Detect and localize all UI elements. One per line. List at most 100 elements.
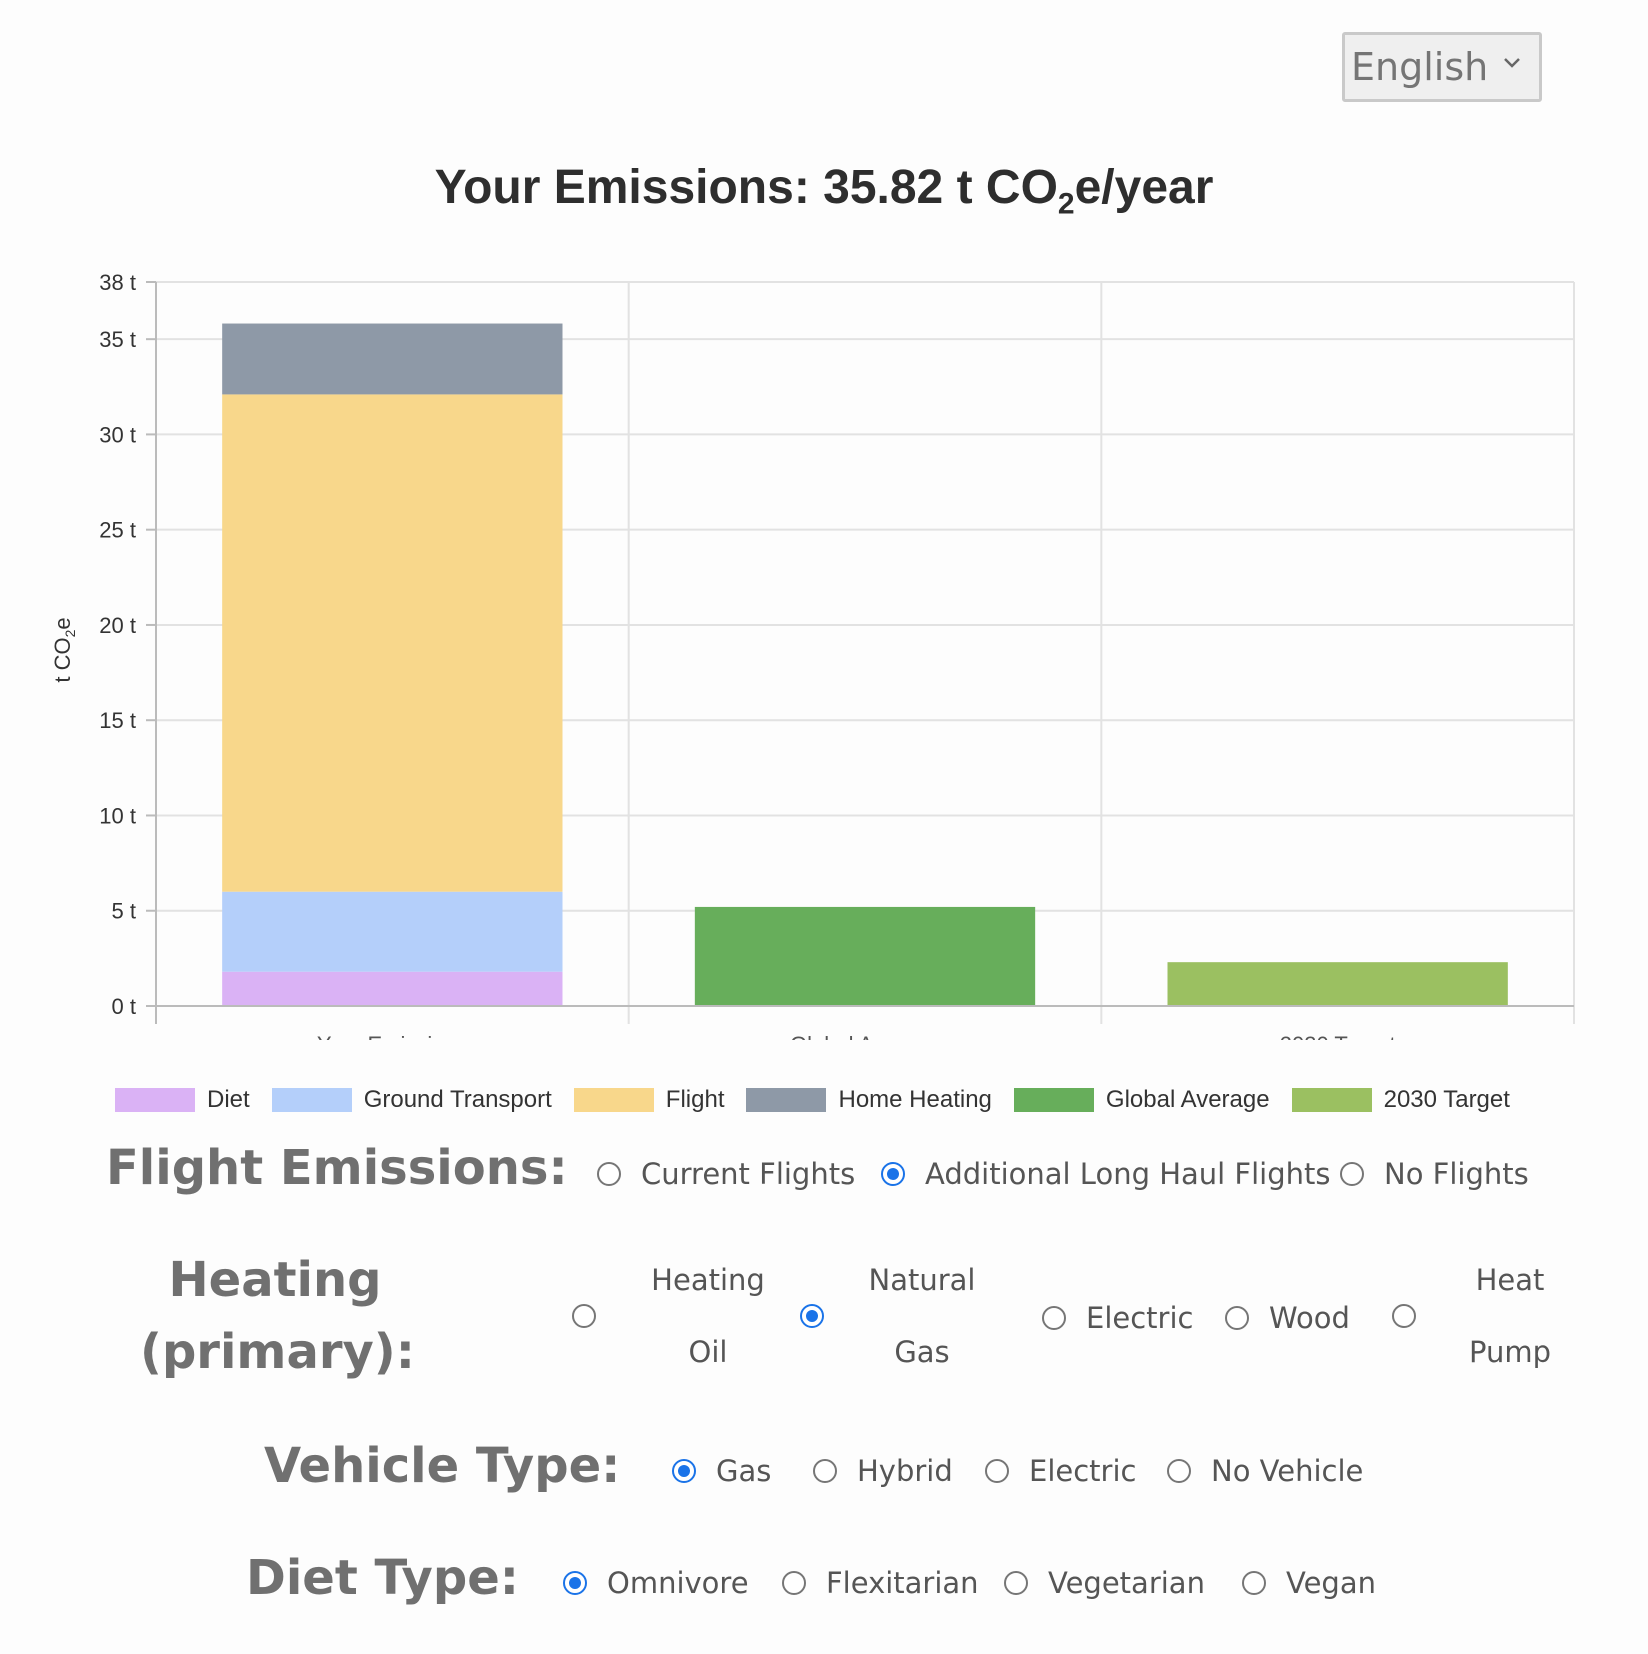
radio-button[interactable] <box>782 1571 806 1595</box>
legend-item[interactable]: Flight <box>573 1086 725 1114</box>
heating-option-wood[interactable]: Wood <box>1225 1301 1350 1335</box>
legend-item[interactable]: Diet <box>115 1086 250 1114</box>
radio-label: No Flights <box>1384 1157 1529 1191</box>
y-tick-label: 5 t <box>112 899 136 924</box>
legend-item[interactable]: Global Average <box>1013 1086 1270 1114</box>
diet-type-label: Diet Type: <box>246 1550 519 1606</box>
radio-label: Additional Long Haul Flights <box>925 1157 1331 1191</box>
radio-label: Gas <box>716 1454 772 1488</box>
language-select[interactable]: English <box>1342 32 1542 102</box>
flight-emissions-label: Flight Emissions: <box>106 1140 568 1196</box>
chart-title-prefix: Your Emissions: 35.82 t CO <box>434 161 1058 214</box>
radio-button[interactable] <box>672 1459 696 1483</box>
legend-label: Global Average <box>1105 1086 1270 1113</box>
heating-option-heating-oil[interactable]: Heating Oil <box>572 1244 768 1388</box>
heating-option-heat-pump[interactable]: Heat Pump <box>1392 1244 1570 1388</box>
legend-swatch <box>1013 1088 1094 1112</box>
radio-label: Electric <box>1086 1301 1194 1335</box>
bar-global-average <box>694 906 1036 1006</box>
y-axis-title: t CO2e <box>50 617 78 682</box>
legend-label: 2030 Target <box>1383 1086 1510 1113</box>
legend-swatch <box>1291 1088 1372 1112</box>
radio-button[interactable] <box>1340 1162 1364 1186</box>
y-tick-label: 10 t <box>99 803 136 828</box>
bars-layer <box>222 323 1508 1006</box>
heating-label-line1: Heating <box>168 1252 382 1308</box>
radio-label: Vegan <box>1286 1566 1376 1600</box>
y-tick-label: 25 t <box>99 518 136 543</box>
radio-button[interactable] <box>1392 1304 1416 1328</box>
radio-label: Hybrid <box>857 1454 953 1488</box>
flight-option-current-flights[interactable]: Current Flights <box>597 1157 855 1191</box>
radio-button[interactable] <box>813 1459 837 1483</box>
chart-legend: Diet Ground Transport Flight Home Heating Gl… <box>115 1086 1532 1114</box>
radio-label: Heating Oil <box>651 1263 765 1369</box>
x-tick-label: 2030 Target <box>1280 1032 1396 1040</box>
legend-swatch <box>746 1088 827 1112</box>
legend-swatch <box>573 1088 654 1112</box>
y-tick-label: 30 t <box>99 422 136 447</box>
legend-label: Flight <box>665 1086 725 1113</box>
diet-option-flexitarian[interactable]: Flexitarian <box>782 1566 979 1600</box>
y-tick-label: 15 t <box>99 708 136 733</box>
radio-label: Omnivore <box>607 1566 749 1600</box>
heating-option-natural-gas[interactable]: Natural Gas <box>800 1244 992 1388</box>
radio-button[interactable] <box>1242 1571 1266 1595</box>
legend-item[interactable]: Ground Transport <box>271 1086 552 1114</box>
flight-option-no-flights[interactable]: No Flights <box>1340 1157 1529 1191</box>
bar-2030-target <box>1167 962 1508 1006</box>
radio-button[interactable] <box>1004 1571 1028 1595</box>
legend-item[interactable]: Home Heating <box>746 1086 992 1114</box>
heating-option-electric[interactable]: Electric <box>1042 1301 1193 1335</box>
radio-label: Flexitarian <box>826 1566 979 1600</box>
emissions-chart: 0 t 5 t 10 t 15 t 20 t 25 t 30 t 35 t 38 t Your E… <box>50 270 1575 1040</box>
x-tick-label: Global Average <box>790 1032 940 1040</box>
heating-label-line2: (primary): <box>140 1324 415 1380</box>
legend-swatch <box>115 1088 195 1112</box>
radio-label: Vegetarian <box>1048 1566 1205 1600</box>
chart-title-suffix: e/year <box>1074 161 1214 214</box>
radio-button[interactable] <box>800 1304 824 1328</box>
radio-button[interactable] <box>572 1304 596 1328</box>
radio-button[interactable] <box>985 1459 1009 1483</box>
radio-button[interactable] <box>1167 1459 1191 1483</box>
vehicle-option-gas[interactable]: Gas <box>672 1454 771 1488</box>
y-tick-label: 0 t <box>112 994 136 1019</box>
radio-label: No Vehicle <box>1211 1454 1364 1488</box>
chart-title-subscript: 2 <box>1057 187 1075 221</box>
language-select-value: English <box>1351 45 1489 89</box>
radio-button[interactable] <box>1225 1306 1249 1330</box>
legend-swatch <box>271 1088 352 1112</box>
y-tick-label: 20 t <box>99 613 136 638</box>
bar-flight <box>222 394 563 892</box>
heating-label: Heating (primary): <box>140 1244 415 1388</box>
chevron-down-icon <box>1504 58 1520 68</box>
radio-label: Natural Gas <box>868 1263 976 1369</box>
chart-title: Your Emissions: 35.82 t CO2e/year <box>0 160 1648 222</box>
vehicle-option-hybrid[interactable]: Hybrid <box>813 1454 953 1488</box>
diet-option-omnivore[interactable]: Omnivore <box>563 1566 749 1600</box>
radio-label: Wood <box>1269 1301 1350 1335</box>
radio-button[interactable] <box>881 1162 905 1186</box>
y-tick-label: 35 t <box>99 327 136 352</box>
radio-label: Heat Pump <box>1468 1263 1551 1369</box>
y-tick-label: 38 t <box>99 270 136 295</box>
radio-label: Current Flights <box>641 1157 856 1191</box>
axis-layer: 0 t 5 t 10 t 15 t 20 t 25 t 30 t 35 t 38 t Your E… <box>99 270 1574 1040</box>
radio-button[interactable] <box>563 1571 587 1595</box>
flight-option-additional-long-haul-flights[interactable]: Additional Long Haul Flights <box>881 1157 1331 1191</box>
x-tick-label: Your Emissions <box>317 1032 468 1040</box>
radio-label: Electric <box>1029 1454 1137 1488</box>
radio-button[interactable] <box>597 1162 621 1186</box>
vehicle-option-electric[interactable]: Electric <box>985 1454 1136 1488</box>
legend-label: Ground Transport <box>363 1086 552 1113</box>
legend-item[interactable]: 2030 Target <box>1291 1086 1510 1114</box>
diet-option-vegetarian[interactable]: Vegetarian <box>1004 1566 1205 1600</box>
legend-label: Home Heating <box>838 1086 992 1113</box>
bar-diet <box>222 971 563 1006</box>
bar-ground-transport <box>222 891 563 972</box>
legend-label: Diet <box>207 1086 250 1113</box>
radio-button[interactable] <box>1042 1306 1066 1330</box>
diet-option-vegan[interactable]: Vegan <box>1242 1566 1376 1600</box>
vehicle-option-no-vehicle[interactable]: No Vehicle <box>1167 1454 1363 1488</box>
